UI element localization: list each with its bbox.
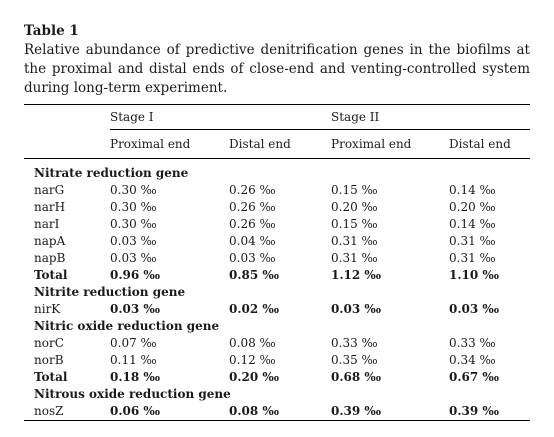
- gene-name-cell: narI: [34, 217, 60, 231]
- gene-name-cell: norB: [34, 353, 64, 367]
- value-cell: 0.26 ‰: [229, 217, 276, 231]
- stage-1-header: Stage I: [110, 104, 332, 130]
- value-cell: 0.67 ‰: [449, 370, 500, 384]
- value-cell: 0.03 ‰: [110, 234, 157, 248]
- value-cell: 0.30 ‰: [110, 200, 157, 214]
- section-title: Nitrous oxide reduction gene: [34, 387, 231, 401]
- value-cell: 0.03 ‰: [229, 251, 276, 265]
- section-header-row: Nitrous oxide reduction gene: [24, 386, 530, 403]
- column-header-row: Proximal end Distal end Proximal end Dis…: [24, 130, 531, 159]
- table-row: napB 0.03 ‰ 0.03 ‰ 0.31 ‰ 0.31 ‰: [24, 250, 530, 267]
- value-cell: 0.68 ‰: [331, 370, 382, 384]
- value-cell: 0.26 ‰: [229, 183, 276, 197]
- stage-2-header: Stage II: [331, 104, 531, 130]
- column-header: Distal end: [229, 137, 291, 151]
- value-cell: 0.08 ‰: [229, 404, 280, 418]
- table-row: narG 0.30 ‰ 0.26 ‰ 0.15 ‰ 0.14 ‰: [24, 182, 530, 199]
- table-row: narI 0.30 ‰ 0.26 ‰ 0.15 ‰ 0.14 ‰: [24, 216, 530, 233]
- value-cell: 0.31 ‰: [449, 234, 496, 248]
- section-title: Nitric oxide reduction gene: [34, 319, 220, 333]
- gene-name-cell: nosZ: [34, 404, 64, 418]
- value-cell: 0.30 ‰: [110, 183, 157, 197]
- value-cell: 0.33 ‰: [331, 336, 378, 350]
- column-header: Proximal end: [331, 137, 412, 151]
- denitrification-genes-table: Stage I Stage II Proximal end Distal end…: [24, 104, 531, 421]
- value-cell: 1.10 ‰: [449, 268, 500, 282]
- section-header-row: Nitrite reduction gene: [24, 284, 530, 301]
- value-cell: 0.33 ‰: [449, 336, 496, 350]
- value-cell: 0.20 ‰: [449, 200, 496, 214]
- table-row: narH 0.30 ‰ 0.26 ‰ 0.20 ‰ 0.20 ‰: [24, 199, 530, 216]
- section-title: Nitrate reduction gene: [34, 166, 189, 180]
- total-row: Total 0.18 ‰ 0.20 ‰ 0.68 ‰ 0.67 ‰: [24, 369, 530, 386]
- column-header: Distal end: [449, 137, 511, 151]
- value-cell: 0.08 ‰: [229, 336, 276, 350]
- value-cell: 0.07 ‰: [110, 336, 157, 350]
- value-cell: 0.85 ‰: [229, 268, 280, 282]
- value-cell: 0.03 ‰: [449, 302, 500, 316]
- gene-name-cell: norC: [34, 336, 64, 350]
- gene-name-cell: Total: [34, 268, 68, 282]
- table-caption: Relative abundance of predictive denitri…: [24, 42, 530, 96]
- value-cell: 0.03 ‰: [110, 302, 161, 316]
- value-cell: 0.20 ‰: [229, 370, 280, 384]
- value-cell: 0.14 ‰: [449, 217, 496, 231]
- value-cell: 0.39 ‰: [331, 404, 382, 418]
- value-cell: 0.31 ‰: [331, 234, 378, 248]
- value-cell: 0.02 ‰: [229, 302, 280, 316]
- value-cell: 0.26 ‰: [229, 200, 276, 214]
- total-row: Total 0.96 ‰ 0.85 ‰ 1.12 ‰ 1.10 ‰: [24, 267, 530, 284]
- value-cell: 0.35 ‰: [331, 353, 378, 367]
- value-cell: 0.04 ‰: [229, 234, 276, 248]
- column-header: Proximal end: [110, 137, 191, 151]
- gene-name-cell: narH: [34, 200, 66, 214]
- table-row: nirK 0.03 ‰ 0.02 ‰ 0.03 ‰ 0.03 ‰: [24, 301, 530, 318]
- table-body: Nitrate reduction gene narG 0.30 ‰ 0.26 ‰ 0.…: [24, 165, 530, 421]
- value-cell: 0.18 ‰: [110, 370, 161, 384]
- value-cell: 0.31 ‰: [331, 251, 378, 265]
- value-cell: 0.34 ‰: [449, 353, 496, 367]
- value-cell: 0.30 ‰: [110, 217, 157, 231]
- value-cell: 0.39 ‰: [449, 404, 500, 418]
- value-cell: 0.20 ‰: [331, 200, 378, 214]
- table-label: Table 1: [24, 23, 79, 39]
- value-cell: 0.03 ‰: [110, 251, 157, 265]
- table-row: norC 0.07 ‰ 0.08 ‰ 0.33 ‰ 0.33 ‰: [24, 335, 530, 352]
- gene-name-cell: narG: [34, 183, 65, 197]
- table-row: nosZ 0.06 ‰ 0.08 ‰ 0.39 ‰ 0.39 ‰: [24, 403, 530, 421]
- table-row: napA 0.03 ‰ 0.04 ‰ 0.31 ‰ 0.31 ‰: [24, 233, 530, 250]
- value-cell: 0.12 ‰: [229, 353, 276, 367]
- gene-name-cell: Total: [34, 370, 68, 384]
- value-cell: 0.11 ‰: [110, 353, 157, 367]
- value-cell: 1.12 ‰: [331, 268, 382, 282]
- value-cell: 0.15 ‰: [331, 183, 378, 197]
- gene-name-cell: napB: [34, 251, 66, 265]
- gene-name-cell: napA: [34, 234, 66, 248]
- value-cell: 0.06 ‰: [110, 404, 161, 418]
- table-row: norB 0.11 ‰ 0.12 ‰ 0.35 ‰ 0.34 ‰: [24, 352, 530, 369]
- value-cell: 0.96 ‰: [110, 268, 161, 282]
- section-title: Nitrite reduction gene: [34, 285, 186, 299]
- value-cell: 0.15 ‰: [331, 217, 378, 231]
- section-header-row: Nitric oxide reduction gene: [24, 318, 530, 335]
- value-cell: 0.31 ‰: [449, 251, 496, 265]
- section-header-row: Nitrate reduction gene: [24, 165, 530, 182]
- stage-header-row: Stage I Stage II: [24, 104, 531, 130]
- value-cell: 0.14 ‰: [449, 183, 496, 197]
- gene-name-cell: nirK: [34, 302, 61, 316]
- value-cell: 0.03 ‰: [331, 302, 382, 316]
